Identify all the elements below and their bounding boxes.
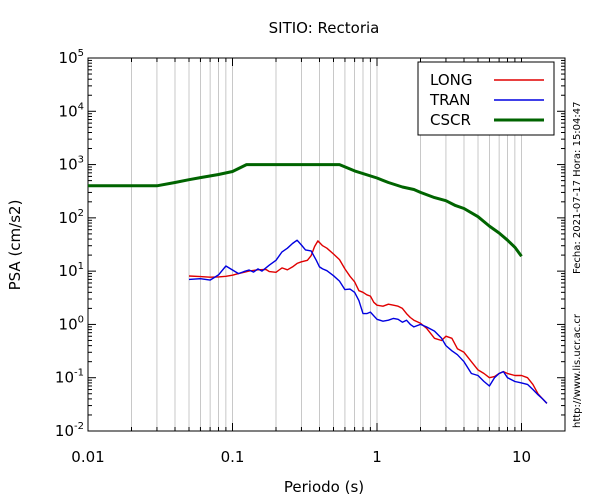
legend: LONG TRAN CSCR xyxy=(417,61,555,136)
axis-ticks xyxy=(87,57,566,432)
series-line-cscr xyxy=(88,163,523,258)
series-line-tran xyxy=(188,239,548,404)
y-tick-label: 104 xyxy=(59,101,84,120)
y-tick-labels: 10-2 10-1 100 101 102 103 104 105 xyxy=(55,48,84,440)
data-series xyxy=(88,163,548,404)
plot-frame xyxy=(87,57,566,432)
legend-label-tran: TRAN xyxy=(429,91,470,109)
x-tick-label: 10 xyxy=(512,448,531,466)
y-tick-label: 102 xyxy=(59,208,84,227)
legend-label-cscr: CSCR xyxy=(430,111,471,129)
chart-title: SITIO: Rectoria xyxy=(269,19,380,37)
x-tick-labels: 0.01 0.1 1 10 xyxy=(71,448,531,466)
date-time-stamp: Fecha: 2021-07-17 Hora: 15:04:47 xyxy=(572,102,583,275)
y-tick-label: 10-1 xyxy=(55,368,84,387)
x-tick-label: 0.01 xyxy=(71,448,104,466)
y-tick-label: 101 xyxy=(59,261,84,280)
x-tick-label: 0.1 xyxy=(221,448,245,466)
y-tick-label: 100 xyxy=(59,314,84,333)
legend-label-long: LONG xyxy=(430,71,472,89)
y-tick-label: 105 xyxy=(59,48,84,67)
y-tick-label: 103 xyxy=(59,155,84,174)
x-axis-label: Periodo (s) xyxy=(284,478,364,496)
y-axis-label: PSA (cm/s2) xyxy=(6,200,24,291)
website-url: http://www.lis.ucr.ac.cr xyxy=(572,313,583,428)
x-tick-label: 1 xyxy=(372,448,382,466)
legend-box xyxy=(417,61,555,136)
y-tick-label: 10-2 xyxy=(55,421,84,440)
series-line-long xyxy=(188,240,548,404)
